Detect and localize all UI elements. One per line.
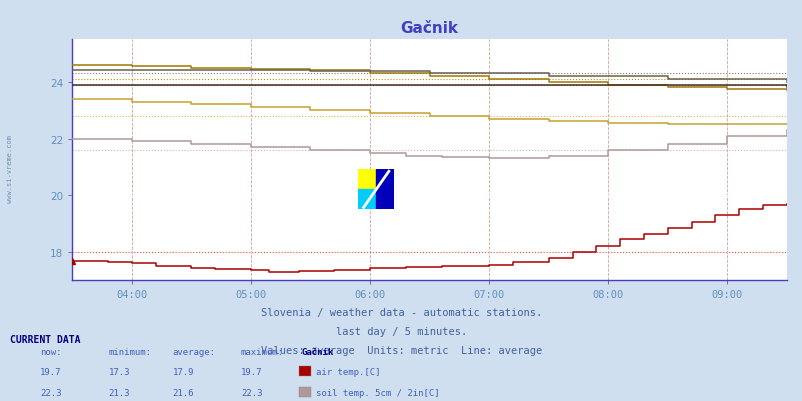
Text: last day / 5 minutes.: last day / 5 minutes. — [335, 326, 467, 336]
Text: now:: now: — [40, 347, 62, 356]
Text: minimum:: minimum: — [108, 347, 152, 356]
Text: Values: average  Units: metric  Line: average: Values: average Units: metric Line: aver… — [261, 345, 541, 355]
Title: Gačnik: Gačnik — [400, 21, 458, 36]
Text: maximum:: maximum: — [241, 347, 284, 356]
Text: www.si-vreme.com: www.si-vreme.com — [6, 134, 13, 203]
Bar — [358, 170, 375, 190]
Text: 22.3: 22.3 — [40, 389, 62, 397]
Text: CURRENT DATA: CURRENT DATA — [10, 334, 80, 344]
Text: 17.3: 17.3 — [108, 368, 130, 377]
Text: Gačnik: Gačnik — [301, 347, 333, 356]
Text: 19.7: 19.7 — [241, 368, 262, 377]
Text: 21.6: 21.6 — [172, 389, 194, 397]
Text: 17.9: 17.9 — [172, 368, 194, 377]
Bar — [375, 170, 394, 210]
Text: average:: average: — [172, 347, 216, 356]
Text: Slovenia / weather data - automatic stations.: Slovenia / weather data - automatic stat… — [261, 307, 541, 317]
Text: 22.3: 22.3 — [241, 389, 262, 397]
Bar — [358, 190, 375, 210]
Text: 21.3: 21.3 — [108, 389, 130, 397]
Text: air temp.[C]: air temp.[C] — [315, 368, 379, 377]
Text: soil temp. 5cm / 2in[C]: soil temp. 5cm / 2in[C] — [315, 389, 439, 397]
Text: 19.7: 19.7 — [40, 368, 62, 377]
